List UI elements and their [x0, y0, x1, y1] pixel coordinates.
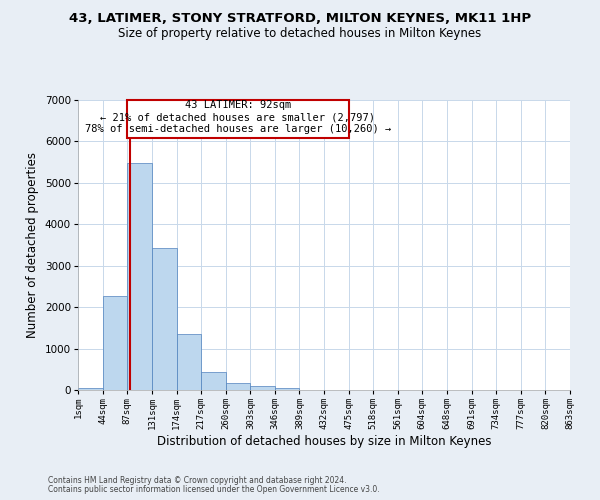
Bar — [250, 386, 275, 390]
FancyBboxPatch shape — [127, 100, 349, 138]
Text: ← 21% of detached houses are smaller (2,797): ← 21% of detached houses are smaller (2,… — [100, 112, 376, 122]
Y-axis label: Number of detached properties: Number of detached properties — [26, 152, 40, 338]
Bar — [103, 296, 127, 390]
Text: 78% of semi-detached houses are larger (10,260) →: 78% of semi-detached houses are larger (… — [85, 124, 391, 134]
Text: 43 LATIMER: 92sqm: 43 LATIMER: 92sqm — [185, 100, 291, 110]
Text: Contains public sector information licensed under the Open Government Licence v3: Contains public sector information licen… — [48, 485, 380, 494]
Bar — [275, 388, 299, 390]
Bar — [201, 372, 226, 390]
Bar — [177, 334, 201, 390]
Bar — [127, 164, 152, 390]
Text: Contains HM Land Registry data © Crown copyright and database right 2024.: Contains HM Land Registry data © Crown c… — [48, 476, 347, 485]
Text: Size of property relative to detached houses in Milton Keynes: Size of property relative to detached ho… — [118, 28, 482, 40]
Bar — [78, 388, 103, 390]
Bar — [152, 248, 177, 390]
Text: 43, LATIMER, STONY STRATFORD, MILTON KEYNES, MK11 1HP: 43, LATIMER, STONY STRATFORD, MILTON KEY… — [69, 12, 531, 26]
Bar — [226, 384, 250, 390]
X-axis label: Distribution of detached houses by size in Milton Keynes: Distribution of detached houses by size … — [157, 434, 491, 448]
